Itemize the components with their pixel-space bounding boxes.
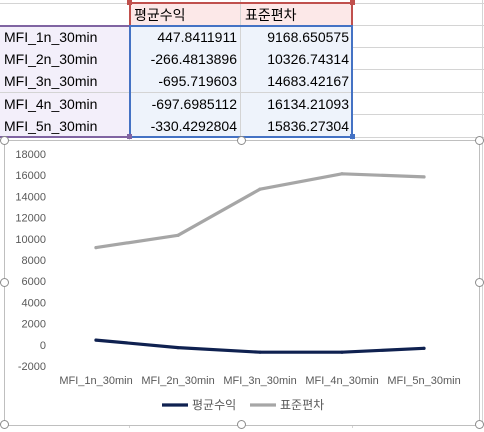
range-handle[interactable] [127, 0, 132, 5]
line-chart[interactable]: 18000 16000 14000 12000 10000 8000 6000 4000 200… [4, 140, 480, 426]
series-line-2 [94, 172, 426, 250]
y-tick-label: 8000 [22, 255, 46, 267]
range-handle[interactable] [350, 0, 355, 5]
data-point [422, 346, 426, 350]
x-tick-label: MFI_5n_30min [387, 375, 460, 387]
data-point [422, 175, 426, 179]
resize-handle[interactable] [0, 136, 9, 145]
mean-cell[interactable]: -266.4813896 [130, 48, 240, 70]
y-tick-label: 4000 [22, 297, 46, 309]
resize-handle[interactable] [0, 278, 9, 287]
std-cell[interactable]: 14683.42167 [241, 70, 352, 92]
x-tick-label: MFI_2n_30min [141, 375, 214, 387]
resize-handle[interactable] [237, 136, 246, 145]
row-label-cell[interactable]: MFI_1n_30min [0, 26, 129, 48]
std-cell[interactable]: 10326.74314 [241, 48, 352, 70]
data-point [94, 338, 98, 342]
chart-plot: 18000 16000 14000 12000 10000 8000 6000 4000 200… [15, 149, 460, 412]
x-tick-label: MFI_4n_30min [305, 375, 378, 387]
data-point [340, 172, 344, 176]
y-tick-label: 10000 [15, 234, 46, 246]
row-label-cell[interactable]: MFI_3n_30min [0, 70, 129, 92]
y-tick-label: 12000 [15, 213, 46, 225]
resize-handle[interactable] [475, 136, 484, 145]
legend-label: 표준편차 [280, 398, 324, 412]
header-cell-std[interactable]: 표준편차 [241, 4, 352, 26]
resize-handle[interactable] [475, 278, 484, 287]
series-line-1 [94, 338, 426, 354]
row-label-cell[interactable]: MFI_5n_30min [0, 115, 129, 137]
data-point [176, 233, 180, 237]
mean-cell[interactable]: -697.6985112 [130, 93, 240, 115]
mean-cell[interactable]: -695.719603 [130, 70, 240, 92]
y-tick-label: 18000 [15, 149, 46, 161]
row-label-cell[interactable]: MFI_2n_30min [0, 48, 129, 70]
mean-cell[interactable]: 447.8411911 [130, 26, 240, 48]
row-label-cell[interactable]: MFI_4n_30min [0, 93, 129, 115]
y-tick-label: -2000 [18, 361, 46, 373]
header-mean-label: 평균수익 [134, 7, 186, 23]
data-point [258, 350, 262, 354]
range-handle[interactable] [350, 134, 355, 139]
mean-cell[interactable]: -330.4292804 [130, 115, 240, 137]
x-tick-label: MFI_1n_30min [59, 375, 132, 387]
data-point [94, 246, 98, 250]
header-cell-mean[interactable]: 평균수익 [130, 4, 240, 26]
header-std-label: 표준편차 [245, 7, 297, 23]
std-cell[interactable]: 16134.21093 [241, 93, 352, 115]
data-point [258, 187, 262, 191]
y-tick-label: 6000 [22, 276, 46, 288]
y-tick-label: 16000 [15, 170, 46, 182]
y-tick-label: 2000 [22, 319, 46, 331]
x-tick-label: MFI_3n_30min [223, 375, 296, 387]
std-cell[interactable]: 9168.650575 [241, 26, 352, 48]
y-tick-label: 14000 [15, 191, 46, 203]
range-handle[interactable] [127, 134, 132, 139]
y-tick-label: 0 [40, 340, 46, 352]
data-point [340, 350, 344, 354]
legend-label: 평균수익 [192, 398, 236, 412]
data-point [176, 346, 180, 350]
std-cell[interactable]: 15836.27304 [241, 115, 352, 137]
